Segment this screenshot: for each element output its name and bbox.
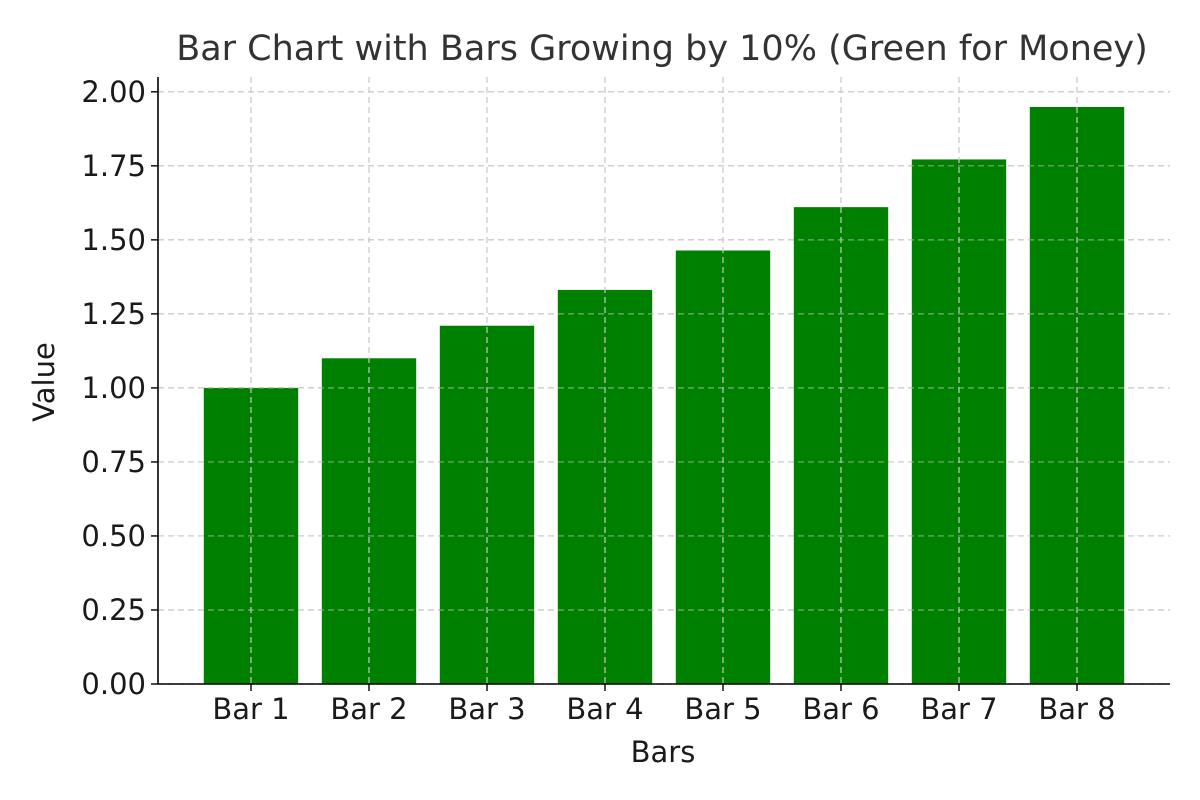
y-tick-label: 0.00 [81,667,146,701]
y-tick-label: 0.25 [81,593,146,627]
x-tick-label: Bar 1 [212,692,289,726]
bar [793,207,889,685]
x-tick-label: Bar 6 [802,692,879,726]
chart-title: Bar Chart with Bars Growing by 10% (Gree… [176,29,1148,69]
y-tick-label: 1.50 [81,223,146,257]
grid-overlay [158,77,1170,685]
x-tick-label: Bar 7 [920,692,997,726]
x-tick-label: Bar 8 [1038,692,1115,726]
bar [439,325,535,684]
y-tick-label: 1.25 [81,297,146,331]
y-tick-label: 0.50 [81,519,146,553]
y-tick-label: 1.75 [81,149,146,183]
x-axis-ticks: Bar 1 Bar 2 Bar 3 Bar 4 Bar 5 Bar 6 Bar 7 Bar 8 [212,684,1116,726]
y-tick-label: 1.00 [81,371,146,405]
x-tick-label: Bar 2 [330,692,407,726]
y-axis-label: Value [27,342,61,422]
x-tick-label: Bar 5 [684,692,761,726]
y-axis-ticks: 0.00 0.25 0.50 0.75 1.00 1.25 1.50 1.75 2.00 [81,75,158,701]
x-axis-label: Bars [631,735,696,769]
x-tick-label: Bar 4 [566,692,643,726]
y-tick-label: 0.75 [81,445,146,479]
bars [203,106,1125,685]
axes [157,77,1170,685]
y-tick-label: 2.00 [81,75,146,109]
x-tick-label: Bar 3 [448,692,525,726]
